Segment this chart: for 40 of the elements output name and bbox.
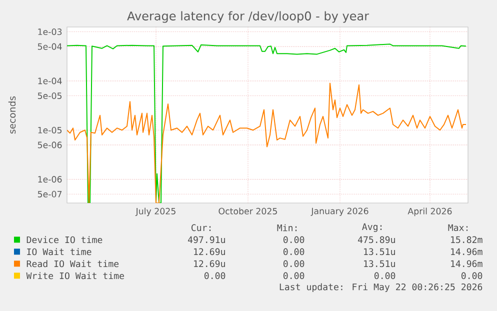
text: 12.69u	[194, 248, 225, 256]
x-tick-label: July 2025	[135, 208, 176, 216]
y-tick-label: 5e-04	[38, 43, 62, 50]
y-tick-label: 5e-06	[38, 142, 62, 148]
text: 497.91u	[188, 236, 225, 244]
y-tick-label: 1e-06	[38, 176, 62, 183]
y-tick-label: 1e-05	[38, 126, 62, 134]
text: 0.00	[374, 272, 396, 280]
legend-label: Write IO Wait time	[26, 272, 124, 280]
text: 0.00	[283, 260, 304, 268]
y-tick-label: 5e-05	[38, 92, 62, 100]
text: 0.00	[283, 236, 304, 244]
text: Cur:	[192, 224, 211, 232]
line-series	[67, 82, 466, 203]
chart-title: Average latency for /dev/loop0 - by year	[127, 11, 370, 23]
legend-label: IO Wait time	[27, 248, 92, 256]
text: 13.51u	[364, 248, 395, 256]
text: Last update: Fri May 22 00:26:25 2026	[280, 283, 482, 292]
legend-label: Device IO time	[26, 236, 102, 244]
text: 14.96m	[451, 260, 482, 268]
text: Avg:	[362, 223, 382, 232]
text: 0.00	[461, 272, 482, 280]
y-tick-label: 1e-03	[38, 28, 62, 36]
text: 15.82m	[451, 236, 482, 244]
y-axis-title: seconds	[8, 96, 16, 134]
y-tick-label: 5e-07	[38, 190, 62, 198]
text: 14.96m	[451, 248, 482, 256]
text: 0.00	[283, 248, 304, 256]
text: 0.00	[283, 272, 304, 280]
x-tick-label: April 2026	[408, 208, 452, 216]
text: Max:	[448, 224, 468, 232]
text: 475.89u	[358, 236, 395, 244]
text: 12.69u	[194, 260, 225, 268]
text: 0.00	[204, 272, 226, 280]
x-tick-label: January 2026	[310, 208, 368, 216]
text: 13.51u	[364, 260, 395, 268]
legend-label: Read IO Wait time	[26, 260, 119, 268]
x-tick-label: October 2025	[218, 208, 277, 214]
text: Min:	[277, 224, 297, 232]
y-tick-label: 1e-04	[38, 78, 62, 84]
